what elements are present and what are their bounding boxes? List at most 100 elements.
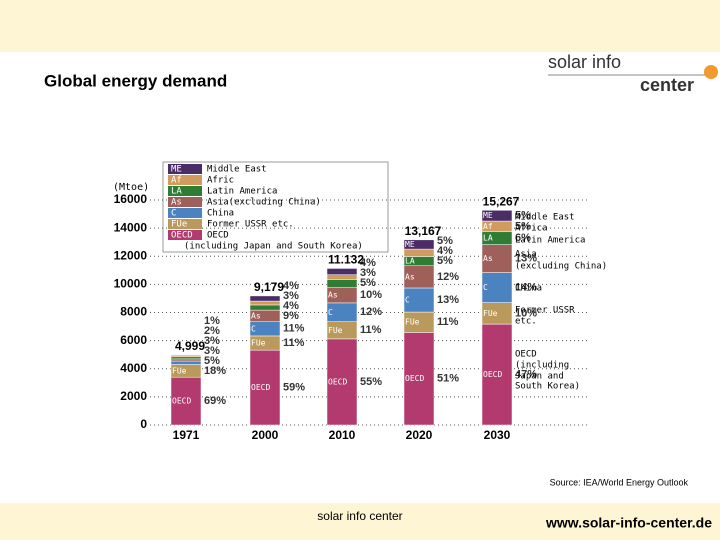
segment-label: FUe: [172, 366, 187, 375]
bar-segment: [481, 323, 513, 426]
y-tick-label: 10000: [114, 277, 148, 291]
footer-url: www.solar-info-center.de: [545, 515, 712, 531]
legend-swatch: [168, 175, 202, 185]
share-label: 12%: [437, 271, 459, 283]
bar-segment: [403, 239, 435, 250]
share-label: 59%: [283, 381, 305, 393]
bar-segment: [403, 248, 435, 257]
segment-label: OECD: [251, 383, 270, 392]
share-label: 13%: [515, 253, 537, 265]
share-label: 10%: [515, 307, 537, 319]
legend-code: ME: [171, 165, 182, 175]
segment-label: As: [405, 272, 415, 281]
share-label: 5%: [360, 277, 376, 289]
y-unit: (Mtoe): [113, 182, 149, 193]
bar-segment: [249, 349, 281, 426]
y-tick-label: 2000: [120, 389, 147, 403]
bar-segment: [249, 295, 281, 302]
segment-label: C: [251, 324, 256, 333]
legend-swatch: [168, 197, 202, 207]
x-tick-label: 2030: [484, 428, 511, 442]
source: Source: IEA/World Energy Outlook: [550, 477, 689, 487]
y-tick-label: 16000: [114, 192, 148, 206]
legend-label: OECD: [207, 231, 229, 241]
segment-label: ME: [483, 211, 493, 220]
title: Global energy demand: [44, 71, 227, 90]
bar-segment: [170, 376, 202, 426]
total-label: 9,179: [254, 280, 284, 294]
share-label: 5%: [437, 235, 453, 247]
side-label: Asia: [515, 250, 537, 260]
x-tick-label: 2020: [406, 428, 433, 442]
share-label: 47%: [515, 368, 537, 380]
segment-label: OECD: [172, 397, 191, 406]
legend-label: Middle East: [207, 165, 267, 175]
legend-code: FUe: [171, 220, 187, 230]
side-label: China: [515, 284, 542, 294]
share-label: 18%: [204, 365, 226, 377]
share-label: 9%: [283, 310, 299, 322]
legend-swatch: [168, 219, 202, 229]
legend-swatch: [168, 186, 202, 196]
side-label: Latin America: [515, 236, 585, 246]
top-band: [0, 0, 720, 52]
bar-segment: [481, 272, 513, 303]
total-label: 11.132: [328, 253, 364, 267]
legend-swatch: [168, 230, 202, 240]
bar-segment: [481, 210, 513, 222]
share-label: 11%: [283, 337, 305, 349]
side-label: Former USSR: [515, 306, 575, 316]
side-label: (including: [515, 361, 569, 371]
total-label: 15,267: [483, 194, 520, 208]
y-tick-label: 14000: [114, 220, 148, 234]
segment-label: FUe: [405, 318, 420, 327]
segment-label: FUe: [483, 309, 498, 318]
bar-segment: [326, 279, 358, 288]
footer-center: solar info center: [317, 509, 402, 523]
x-tick-label: 2010: [329, 428, 356, 442]
bar-segment: [249, 304, 281, 311]
y-tick-label: 8000: [120, 305, 147, 319]
legend-code: C: [171, 209, 176, 219]
y-tick-label: 6000: [120, 333, 147, 347]
legend-code: LA: [171, 187, 182, 197]
segment-label: C: [483, 283, 488, 292]
legend-label: China: [207, 209, 234, 219]
bar-segment: [170, 358, 202, 362]
share-label: 5%: [437, 255, 453, 267]
side-label: Africa: [515, 224, 548, 234]
segment-label: As: [251, 311, 261, 320]
side-label: Japan and: [515, 372, 564, 382]
bar-segment: [326, 338, 358, 426]
segment-label: FUe: [251, 339, 266, 348]
legend-label: Asia(excluding China): [207, 198, 321, 208]
segment-label: Af: [483, 222, 493, 231]
bar-segment: [249, 300, 281, 306]
segment-label: OECD: [483, 370, 502, 379]
share-label: 69%: [204, 395, 226, 407]
share-label: 6%: [515, 232, 531, 244]
share-label: 13%: [437, 294, 459, 306]
bar-segment: [170, 354, 202, 356]
share-label: 12%: [360, 306, 382, 318]
side-label: Middle East: [515, 213, 575, 223]
legend-code: As: [171, 198, 182, 208]
legend-swatch: [168, 164, 202, 174]
share-label: 14%: [515, 281, 537, 293]
share-label: 4%: [360, 257, 376, 269]
x-tick-label: 1971: [173, 428, 200, 442]
share-label: 3%: [283, 290, 299, 302]
legend-label: Former USSR etc.: [207, 220, 294, 230]
total-label: 13,167: [405, 224, 442, 238]
logo-bottom: center: [640, 75, 694, 95]
segment-label: C: [328, 308, 333, 317]
y-tick-label: 12000: [114, 248, 148, 262]
segment-label: OECD: [405, 374, 424, 383]
legend-label: Afric: [207, 176, 234, 186]
bar-segment: [170, 356, 202, 360]
share-label: 11%: [437, 316, 459, 328]
bottom-band: [0, 503, 720, 540]
side-label: OECD: [515, 350, 537, 360]
side-label: etc.: [515, 317, 537, 327]
